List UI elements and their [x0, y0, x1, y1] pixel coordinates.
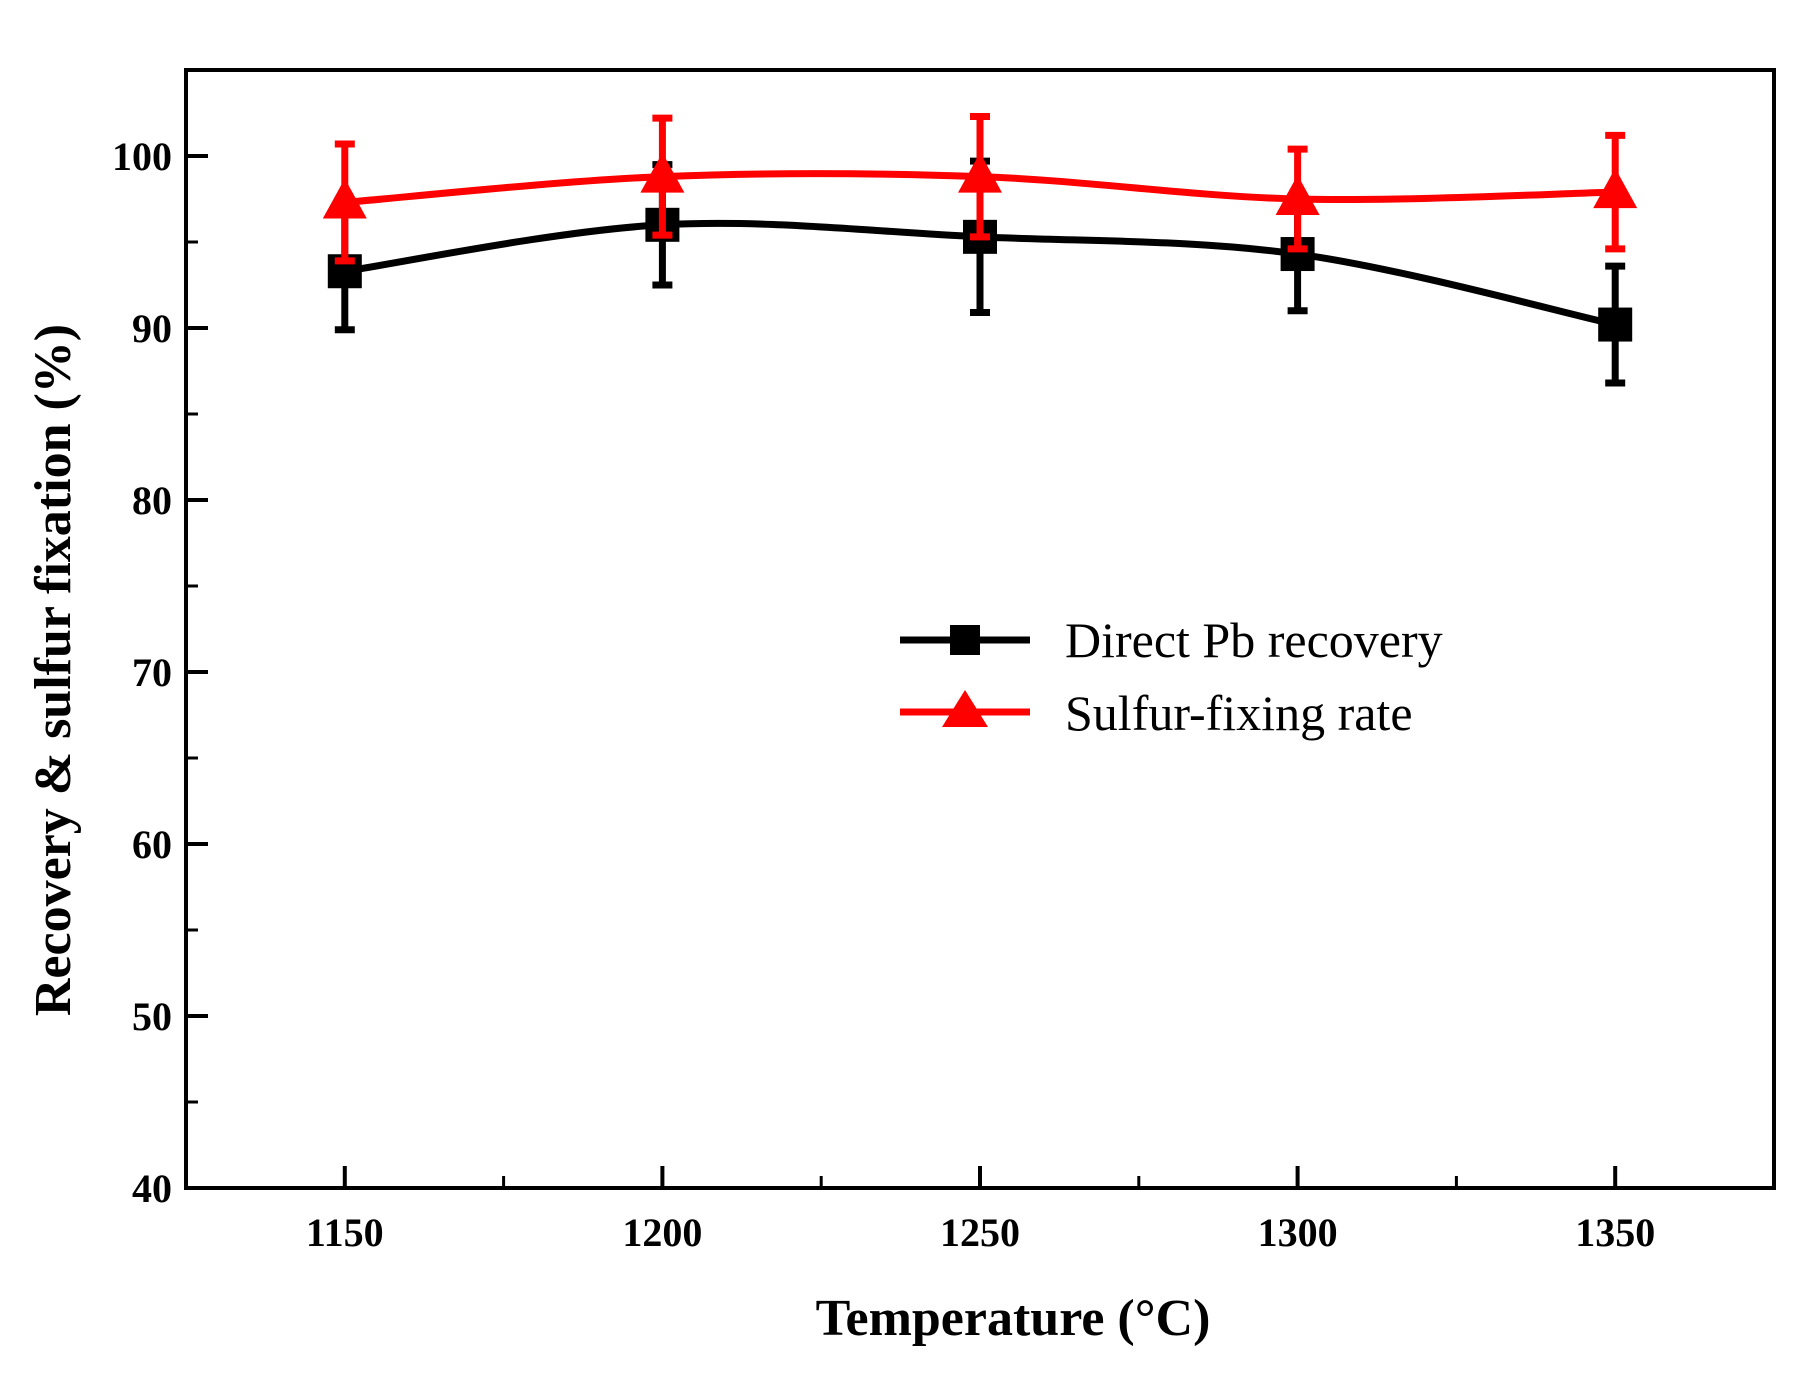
y-tick-label: 100 — [112, 134, 172, 179]
y-tick-label: 40 — [132, 1166, 172, 1211]
series-layer — [322, 112, 1638, 387]
y-tick-label: 80 — [132, 478, 172, 523]
x-tick-label: 1350 — [1575, 1210, 1655, 1255]
legend-label-direct-pb-recovery: Direct Pb recovery — [1065, 612, 1443, 668]
x-tick-label: 1150 — [306, 1210, 384, 1255]
data-point-triangle — [958, 152, 1002, 193]
x-axis: 1150 1200 1250 1300 1350 — [306, 1166, 1655, 1255]
y-tick-label: 90 — [132, 306, 172, 351]
x-tick-label: 1300 — [1258, 1210, 1338, 1255]
data-point-triangle — [1593, 168, 1638, 209]
legend: Direct Pb recovery Sulfur-fixing rate — [900, 612, 1443, 741]
data-point-square — [1598, 307, 1633, 342]
x-axis-title: Temperature (°C) — [816, 1290, 1211, 1347]
y-axis-title: Recovery & sulfur fixation (%) — [25, 324, 82, 1016]
y-axis: 40 50 60 70 80 90 100 — [112, 134, 208, 1211]
x-tick-label: 1200 — [622, 1210, 702, 1255]
legend-item-direct-pb-recovery: Direct Pb recovery — [900, 612, 1443, 668]
y-tick-label: 50 — [132, 994, 172, 1039]
legend-marker-triangle — [942, 690, 988, 727]
data-point-triangle — [1275, 175, 1320, 215]
y-tick-label: 60 — [132, 822, 172, 867]
data-point-triangle — [322, 178, 367, 219]
legend-label-sulfur-fixing-rate: Sulfur-fixing rate — [1065, 685, 1413, 741]
legend-marker-square — [950, 625, 980, 655]
y-tick-label: 70 — [132, 650, 172, 695]
legend-item-sulfur-fixing-rate: Sulfur-fixing rate — [900, 685, 1413, 741]
x-tick-label: 1250 — [940, 1210, 1020, 1255]
series-sulfur-fixing-rate — [322, 112, 1638, 265]
data-point-triangle — [640, 152, 685, 193]
